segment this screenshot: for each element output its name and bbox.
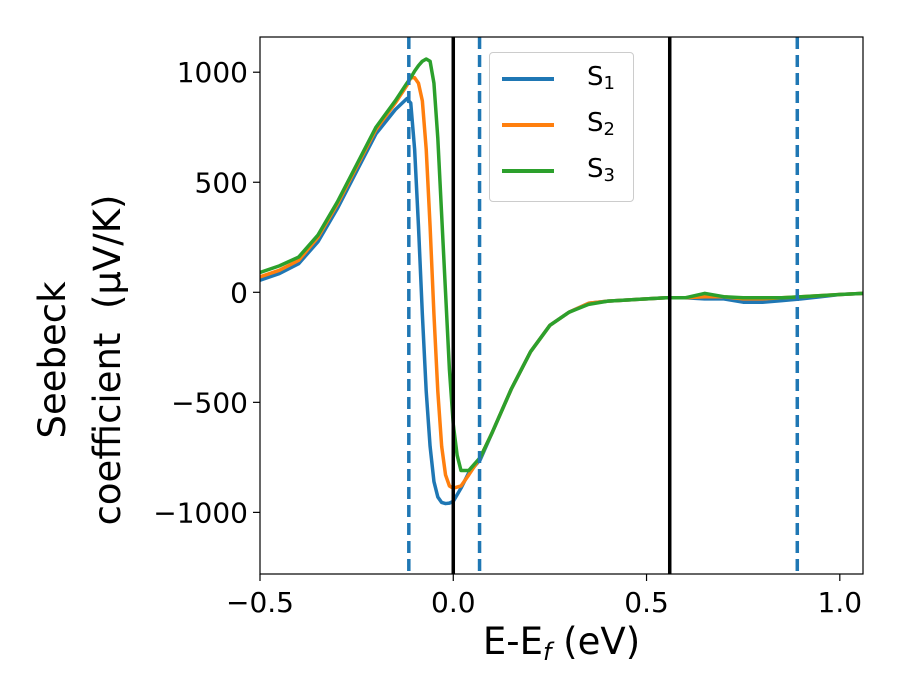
x-tick-label: 0.5 xyxy=(624,586,669,619)
x-axis-label-main: E-E xyxy=(482,620,543,663)
legend-label-s2: S2 xyxy=(587,108,615,140)
x-tick-label: 1.0 xyxy=(818,586,863,619)
y-tick-label: 500 xyxy=(195,166,248,199)
legend-swatch-s3 xyxy=(502,169,554,173)
y-tick-label: 1000 xyxy=(177,56,248,89)
plot-frame xyxy=(259,36,864,575)
y-tick-label: 0 xyxy=(230,276,248,309)
legend: S1 S2 S3 xyxy=(489,52,634,202)
x-axis-label-unit: (eV) xyxy=(551,620,641,663)
y-tick-label: −1000 xyxy=(153,496,248,529)
legend-entry-s1: S1 xyxy=(490,59,633,99)
legend-entry-s2: S2 xyxy=(490,105,633,145)
legend-swatch-s2 xyxy=(502,123,554,127)
legend-label-s3: S3 xyxy=(587,154,615,186)
y-tick-label: −500 xyxy=(171,386,248,419)
x-tick-label: −0.5 xyxy=(226,586,294,619)
legend-label-s1: S1 xyxy=(587,62,615,94)
x-axis-label-sub: f xyxy=(542,638,552,666)
legend-entry-s3: S3 xyxy=(490,151,633,191)
axes: −1000 −500 0 500 1000 −0.5 0.0 0.5 1.0 xyxy=(153,36,864,619)
x-tick-label: 0.0 xyxy=(431,586,476,619)
legend-swatch-s1 xyxy=(502,77,554,81)
plot-area xyxy=(260,37,863,574)
series-line-s3 xyxy=(260,57,863,473)
plot-clipped-group xyxy=(260,37,863,574)
y-axis-label: Seebeck coefficient (μV/K) xyxy=(31,194,129,526)
x-axis-label: E-Ef (eV) xyxy=(260,620,863,666)
